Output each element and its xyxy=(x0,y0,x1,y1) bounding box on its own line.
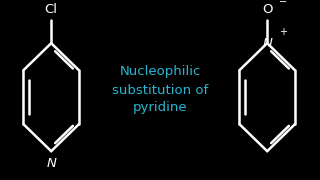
Text: −: − xyxy=(279,0,287,7)
Text: +: + xyxy=(279,27,287,37)
Text: Nucleophilic
substitution of
pyridine: Nucleophilic substitution of pyridine xyxy=(112,66,208,114)
Text: N: N xyxy=(262,37,272,50)
Text: O: O xyxy=(262,3,272,16)
Text: N: N xyxy=(46,157,56,170)
Text: Cl: Cl xyxy=(45,3,58,16)
